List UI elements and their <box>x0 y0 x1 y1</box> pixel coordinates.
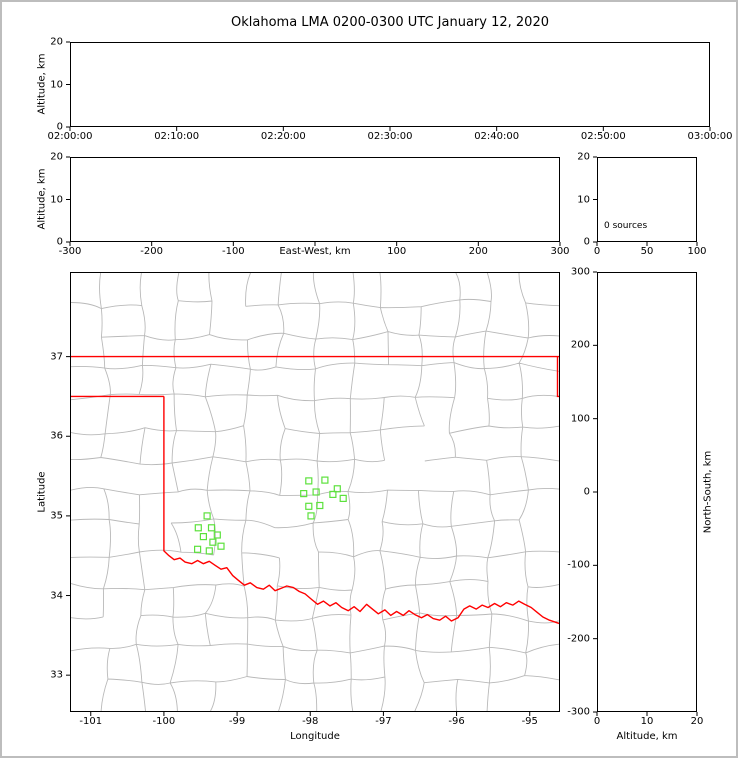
oklahoma-map <box>71 273 559 711</box>
lma-station-marker <box>205 547 213 555</box>
latitude-tick-label: 36 <box>50 430 63 442</box>
lma-station-marker <box>199 533 207 541</box>
altitude-tick-label: 0 <box>583 236 590 248</box>
eastwest-tick-label: 100 <box>387 246 407 257</box>
northsouth-tick-label: 100 <box>570 413 590 425</box>
time-altitude-panel <box>70 42 710 127</box>
histogram-tick-label: 0 <box>593 246 601 257</box>
altitude-tick-label: 0 <box>593 716 601 727</box>
longitude-tick-label: -96 <box>448 716 465 727</box>
lma-station-marker <box>321 476 329 484</box>
lma-station-marker <box>300 490 308 498</box>
lma-station-marker <box>329 490 337 498</box>
longitude-tick-label: -99 <box>228 716 246 727</box>
lma-station-marker <box>207 524 216 532</box>
northsouth-tick-label: -100 <box>567 559 590 571</box>
eastwest-tick-label: -200 <box>140 246 164 257</box>
longitude-tick-label: -98 <box>302 716 319 727</box>
altitude-tick-label: 0 <box>56 121 63 133</box>
eastwest-tick-label: -300 <box>58 246 82 257</box>
longitude-tick-label: -101 <box>79 716 103 727</box>
oklahoma-west-south-border <box>163 396 559 625</box>
longitude-tick-label: -100 <box>152 716 176 727</box>
lma-station-marker <box>316 501 324 510</box>
time-tick-label: 02:50:00 <box>580 131 626 142</box>
time-tick-label: 02:20:00 <box>260 131 306 142</box>
longitude-tick-label: -95 <box>521 716 538 727</box>
lma-station-marker <box>193 545 202 553</box>
latitude-tick-label: 33 <box>50 669 63 681</box>
lma-station-marker <box>307 512 315 520</box>
latitude-tick-label: 37 <box>50 351 63 363</box>
ew-panel-ylabel: Altitude, km <box>36 168 48 230</box>
latitude-tick-label: 34 <box>50 590 63 602</box>
histogram-tick-label: 100 <box>687 246 707 257</box>
northsouth-tick-label: 0 <box>583 486 590 498</box>
altitude-tick-label: 0 <box>56 236 63 248</box>
county-boundaries-layer <box>71 273 559 711</box>
time-panel-ylabel: Altitude, km <box>36 53 48 115</box>
northsouth-altitude-panel <box>597 272 697 712</box>
altitude-tick-label: 20 <box>50 151 63 163</box>
northsouth-tick-label: 200 <box>570 339 590 351</box>
eastwest-altitude-panel <box>70 157 560 242</box>
ew-panel-xlabel: East-West, km <box>279 246 351 257</box>
altitude-histogram-panel: 0 sources <box>597 157 697 242</box>
map-panel <box>70 272 560 712</box>
oklahoma-north-border <box>71 355 559 398</box>
lma-station-marker <box>203 512 211 520</box>
altitude-tick-label: 10 <box>640 716 654 727</box>
lma-station-marker <box>194 524 202 532</box>
time-tick-label: 02:00:00 <box>47 131 93 142</box>
figure-title: Oklahoma LMA 0200-0300 UTC January 12, 2… <box>231 15 549 30</box>
altitude-tick-label: 10 <box>577 194 590 205</box>
lma-station-marker <box>333 485 341 493</box>
northsouth-tick-label: -300 <box>567 706 590 718</box>
sources-count-label: 0 sources <box>604 221 648 231</box>
altitude-tick-label: 10 <box>50 194 63 205</box>
time-tick-label: 02:30:00 <box>367 131 413 142</box>
oklahoma-east-border <box>556 356 559 398</box>
northsouth-tick-label: 300 <box>570 266 590 278</box>
latitude-tick-label: 35 <box>50 510 63 522</box>
eastwest-tick-label: -100 <box>221 246 245 257</box>
lma-station-marker <box>339 494 347 502</box>
ns-panel-right-label: North-South, km <box>702 450 714 534</box>
altitude-tick-label: 20 <box>50 36 63 48</box>
altitude-tick-label: 10 <box>50 79 63 90</box>
eastwest-tick-label: 300 <box>550 246 570 257</box>
eastwest-tick-label: 200 <box>468 246 488 257</box>
longitude-tick-label: -97 <box>375 716 392 727</box>
lma-station-marker <box>305 477 313 485</box>
lma-station-marker <box>209 538 217 546</box>
histogram-tick-label: 50 <box>640 246 654 257</box>
time-tick-label: 03:00:00 <box>687 131 733 142</box>
time-tick-label: 02:10:00 <box>154 131 200 142</box>
altitude-tick-label: 20 <box>690 716 704 727</box>
northsouth-tick-label: -200 <box>567 633 590 645</box>
map-xlabel: Longitude <box>290 731 340 742</box>
time-tick-label: 02:40:00 <box>474 131 520 142</box>
altitude-tick-label: 20 <box>577 151 590 163</box>
lma-station-marker <box>217 542 225 550</box>
lma-station-marker <box>305 502 313 510</box>
lma-station-marker <box>312 488 320 496</box>
lma-station-marker <box>213 531 221 539</box>
map-ylabel: Latitude <box>36 471 48 513</box>
ns-panel-xlabel: Altitude, km <box>616 731 678 742</box>
